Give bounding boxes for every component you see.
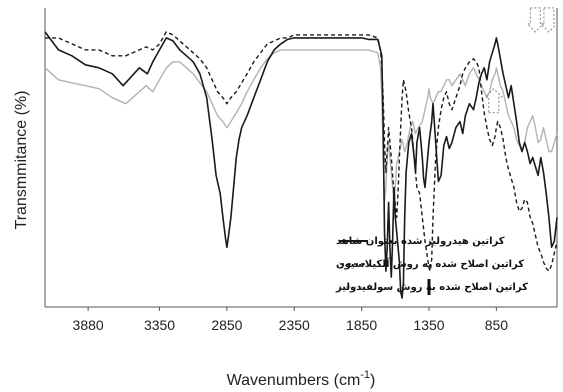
annotation-arrow <box>525 7 545 33</box>
x-axis-title-sup: -1 <box>360 369 370 381</box>
annotation-arrow <box>484 87 504 114</box>
y-axis-title: Transmmitance (%) <box>13 91 30 230</box>
plot-frame <box>44 8 558 308</box>
x-tick-label: 3350 <box>144 317 175 333</box>
x-tick-label: 3880 <box>73 317 104 333</box>
series-layer <box>44 31 558 299</box>
x-tick-label: 1350 <box>413 317 444 333</box>
x-tick-label: 1850 <box>346 317 377 333</box>
x-tick-label: 850 <box>485 317 509 333</box>
legend-label: کراتین اصلاح شده به روش سولفیدولیز <box>335 282 528 293</box>
annotation-arrow <box>427 279 431 296</box>
x-tick-label: 2350 <box>279 317 310 333</box>
annotation-arrow <box>539 7 559 33</box>
annotation-layer <box>427 7 559 296</box>
x-axis-title-close: ) <box>370 372 375 389</box>
legend-entry: کراتین اصلاح شده به روش آلکیلاسیون <box>336 257 524 270</box>
series-line-2 <box>45 31 558 272</box>
legend: کراتین هیدرولیز شده بعنوان شاهد کراتین اص… <box>335 236 528 293</box>
legend-label: کراتین اصلاح شده به روش آلکیلاسیون <box>336 257 524 270</box>
x-axis-title-main: Wavenumbers (cm <box>227 372 361 389</box>
legend-label: کراتین هیدرولیز شده بعنوان شاهد <box>336 236 505 247</box>
x-axis-title: Wavenumbers (cm-1) <box>227 369 376 389</box>
x-tick-label: 2850 <box>211 317 242 333</box>
series-line-1 <box>44 31 558 299</box>
legend-entry: کراتین هیدرولیز شده بعنوان شاهد <box>336 236 505 247</box>
series-line-3 <box>44 49 558 204</box>
legend-entry: کراتین اصلاح شده به روش سولفیدولیز <box>335 282 528 293</box>
x-tick-labels: 3880 3350 2850 2350 1850 1350 850 <box>73 307 509 333</box>
